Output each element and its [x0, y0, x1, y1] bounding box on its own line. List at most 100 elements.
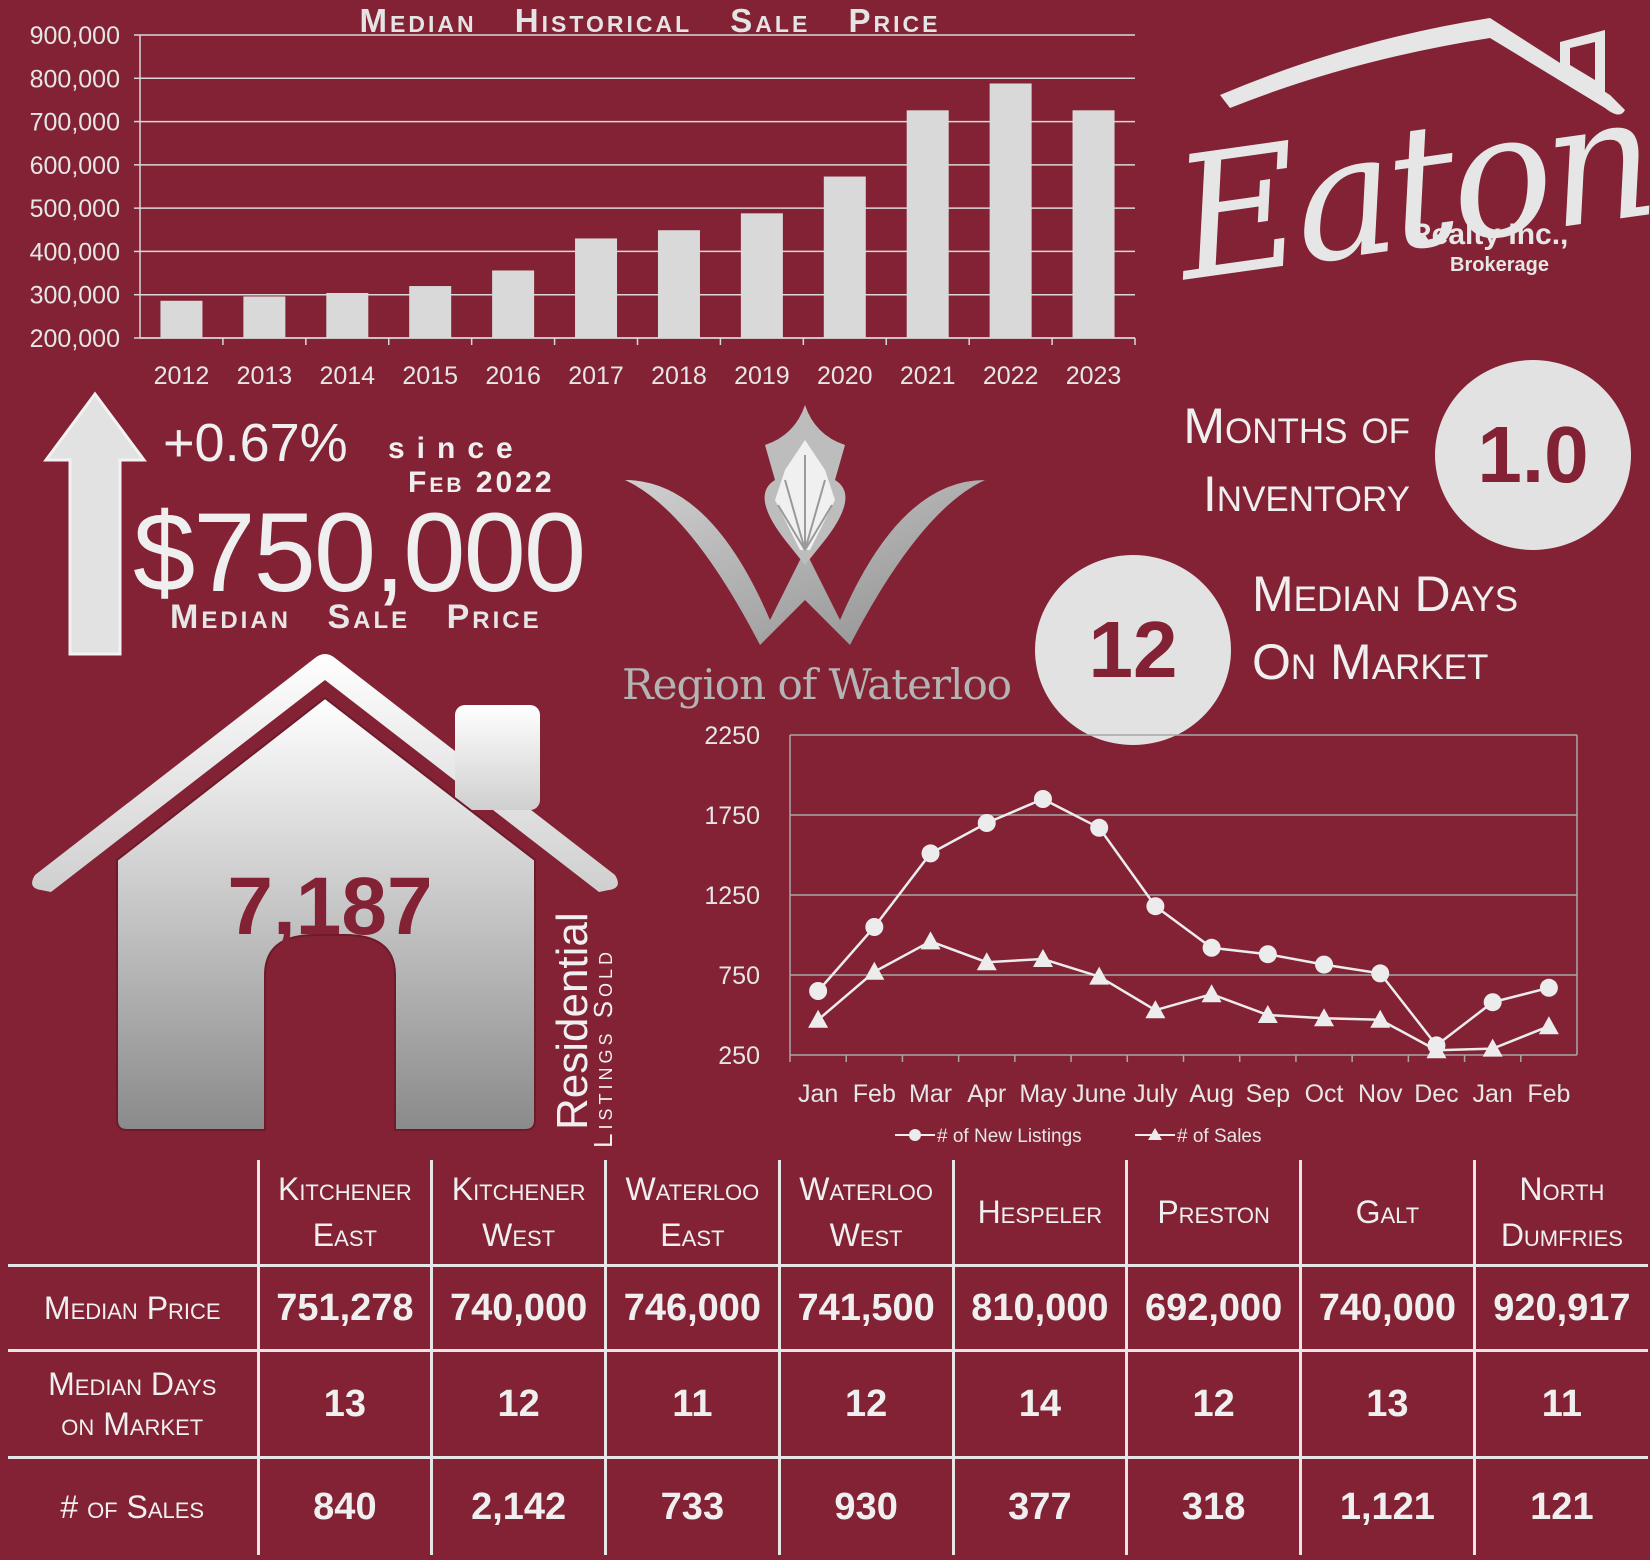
- bar-y-tick-label: 200,000: [30, 325, 120, 353]
- line-x-tick-label: Jan: [1473, 1080, 1513, 1108]
- column-header-line1: Kitchener: [451, 1171, 586, 1207]
- line-x-tick-label: Dec: [1414, 1080, 1458, 1108]
- column-header-line1: North: [1519, 1171, 1605, 1207]
- table-cell: 377: [951, 1456, 1127, 1555]
- sales-point: [864, 961, 885, 980]
- new-listings-point: [1146, 897, 1165, 916]
- bar-chart-title: Median Historical Sale Price: [359, 2, 941, 39]
- bar-x-tick-label: 2013: [237, 362, 293, 390]
- bar-y-tick-label: 900,000: [30, 22, 120, 50]
- bar: [492, 270, 535, 338]
- region-of-waterloo-logo-icon: [625, 405, 985, 645]
- moi-label-line2: Inventory: [1202, 466, 1410, 522]
- sales-line: [817, 940, 1550, 1052]
- roof-logo-icon: [1220, 18, 1625, 115]
- column-header: Waterloo West: [777, 1160, 953, 1266]
- new-listings-point: [1483, 993, 1502, 1012]
- table-cell: 751,278: [256, 1264, 432, 1351]
- listings-sold-value: 7,187: [227, 861, 433, 952]
- table-row: Median Days on Market 13 12 11 12 14 12 1…: [8, 1349, 1648, 1458]
- column-header-line2: East: [312, 1217, 377, 1253]
- line-x-tick-label: Sep: [1246, 1080, 1290, 1108]
- bar-x-tick-label: 2015: [402, 362, 458, 390]
- row-header: Median Price: [8, 1264, 258, 1351]
- sales-point: [1032, 949, 1053, 967]
- table-cell: 930: [777, 1456, 953, 1555]
- new-listings-point: [1427, 1036, 1446, 1055]
- line-x-tick-label: June: [1072, 1080, 1126, 1108]
- table-cell: 14: [951, 1349, 1127, 1458]
- months-of-inventory-value: 1.0: [1435, 360, 1631, 550]
- bar: [243, 296, 286, 338]
- row-header-line2: on Market: [61, 1406, 204, 1442]
- sales-point: [1482, 1038, 1503, 1057]
- line-x-tick-label: Apr: [967, 1080, 1006, 1108]
- table-cell: 12: [777, 1349, 953, 1458]
- table-cell: 11: [604, 1349, 780, 1458]
- legend-triangle-marker: [1148, 1128, 1162, 1140]
- table-cell: 746,000: [604, 1264, 780, 1351]
- line-y-tick-label: 250: [718, 1042, 760, 1070]
- column-header-line1: Preston: [1157, 1194, 1270, 1230]
- median-sale-price-label: Median Sale Price: [170, 598, 542, 636]
- listings-sold-label: Listings Sold: [588, 947, 618, 1148]
- line-x-tick-label: Feb: [853, 1080, 896, 1108]
- column-header: Waterloo East: [604, 1160, 780, 1266]
- percent-change: +0.67%: [163, 413, 348, 473]
- legend-label: # of Sales: [1177, 1126, 1262, 1147]
- column-header-line1: Hespeler: [977, 1194, 1103, 1230]
- table-cell: 318: [1125, 1456, 1301, 1555]
- bar-y-tick-label: 600,000: [30, 152, 120, 180]
- bar-y-tick-label: 300,000: [30, 282, 120, 310]
- sales-point: [1370, 1009, 1391, 1028]
- since-label: since: [388, 432, 525, 465]
- new-listings-point: [809, 982, 828, 1000]
- historical-price-bar-chart: 200,000 300,000 400,000 500,000 600,000 700,0…: [30, 22, 1136, 390]
- new-listings-point: [1033, 790, 1052, 808]
- bar-x-tick-label: 2016: [485, 362, 541, 390]
- sales-point: [1145, 1000, 1166, 1019]
- sales-point: [920, 931, 941, 950]
- bar-y-tick-label: 700,000: [30, 109, 120, 137]
- line-y-tick-label: 2250: [704, 722, 760, 750]
- sales-point: [1201, 984, 1222, 1003]
- line-x-tick-label: Jan: [798, 1080, 838, 1108]
- bar-x-tick-label: 2014: [319, 362, 375, 390]
- sales-point: [1089, 966, 1110, 985]
- line-x-tick-label: Nov: [1358, 1080, 1403, 1108]
- table-cell: 741,500: [777, 1264, 953, 1351]
- table-cell: 840: [256, 1456, 432, 1555]
- new-listings-point: [1539, 978, 1558, 997]
- line-x-tick-label: Mar: [909, 1080, 952, 1108]
- column-header-line2: Dumfries: [1500, 1217, 1623, 1253]
- new-listings-point: [865, 918, 884, 936]
- line-x-tick-label: Feb: [1527, 1080, 1570, 1108]
- sales-point: [1314, 1008, 1335, 1027]
- table-cell: 13: [1299, 1349, 1475, 1458]
- house-icon: [32, 654, 618, 1131]
- dom-label-line2: On Market: [1252, 634, 1489, 690]
- new-listings-point: [1202, 938, 1221, 957]
- new-listings-point: [1371, 964, 1390, 983]
- line-y-tick-label: 1750: [704, 802, 760, 830]
- bar-x-tick-label: 2022: [983, 362, 1039, 390]
- column-header-line2: West: [829, 1217, 903, 1253]
- table-row: # of Sales 840 2,142 733 930 377 318 1,1…: [8, 1456, 1648, 1555]
- column-header-line2: East: [660, 1217, 725, 1253]
- sales-point: [1426, 1040, 1447, 1059]
- bar: [1072, 110, 1115, 339]
- sales-point: [1538, 1016, 1559, 1035]
- new-listings-point: [1315, 955, 1334, 974]
- median-days-on-market-label: Median Days On Market: [1252, 560, 1518, 696]
- sales-point: [808, 1009, 829, 1028]
- up-arrow-icon: [43, 391, 147, 656]
- line-x-tick-label: May: [1019, 1080, 1067, 1108]
- bar-x-tick-label: 2018: [651, 362, 707, 390]
- table-cell: 810,000: [951, 1264, 1127, 1351]
- new-listings-line: [817, 797, 1550, 1048]
- legend-circle-marker: [909, 1129, 921, 1141]
- since-date: Feb 2022: [408, 466, 555, 499]
- new-listings-point: [977, 814, 996, 832]
- sales-point: [1257, 1005, 1278, 1023]
- new-listings-point: [1258, 945, 1277, 964]
